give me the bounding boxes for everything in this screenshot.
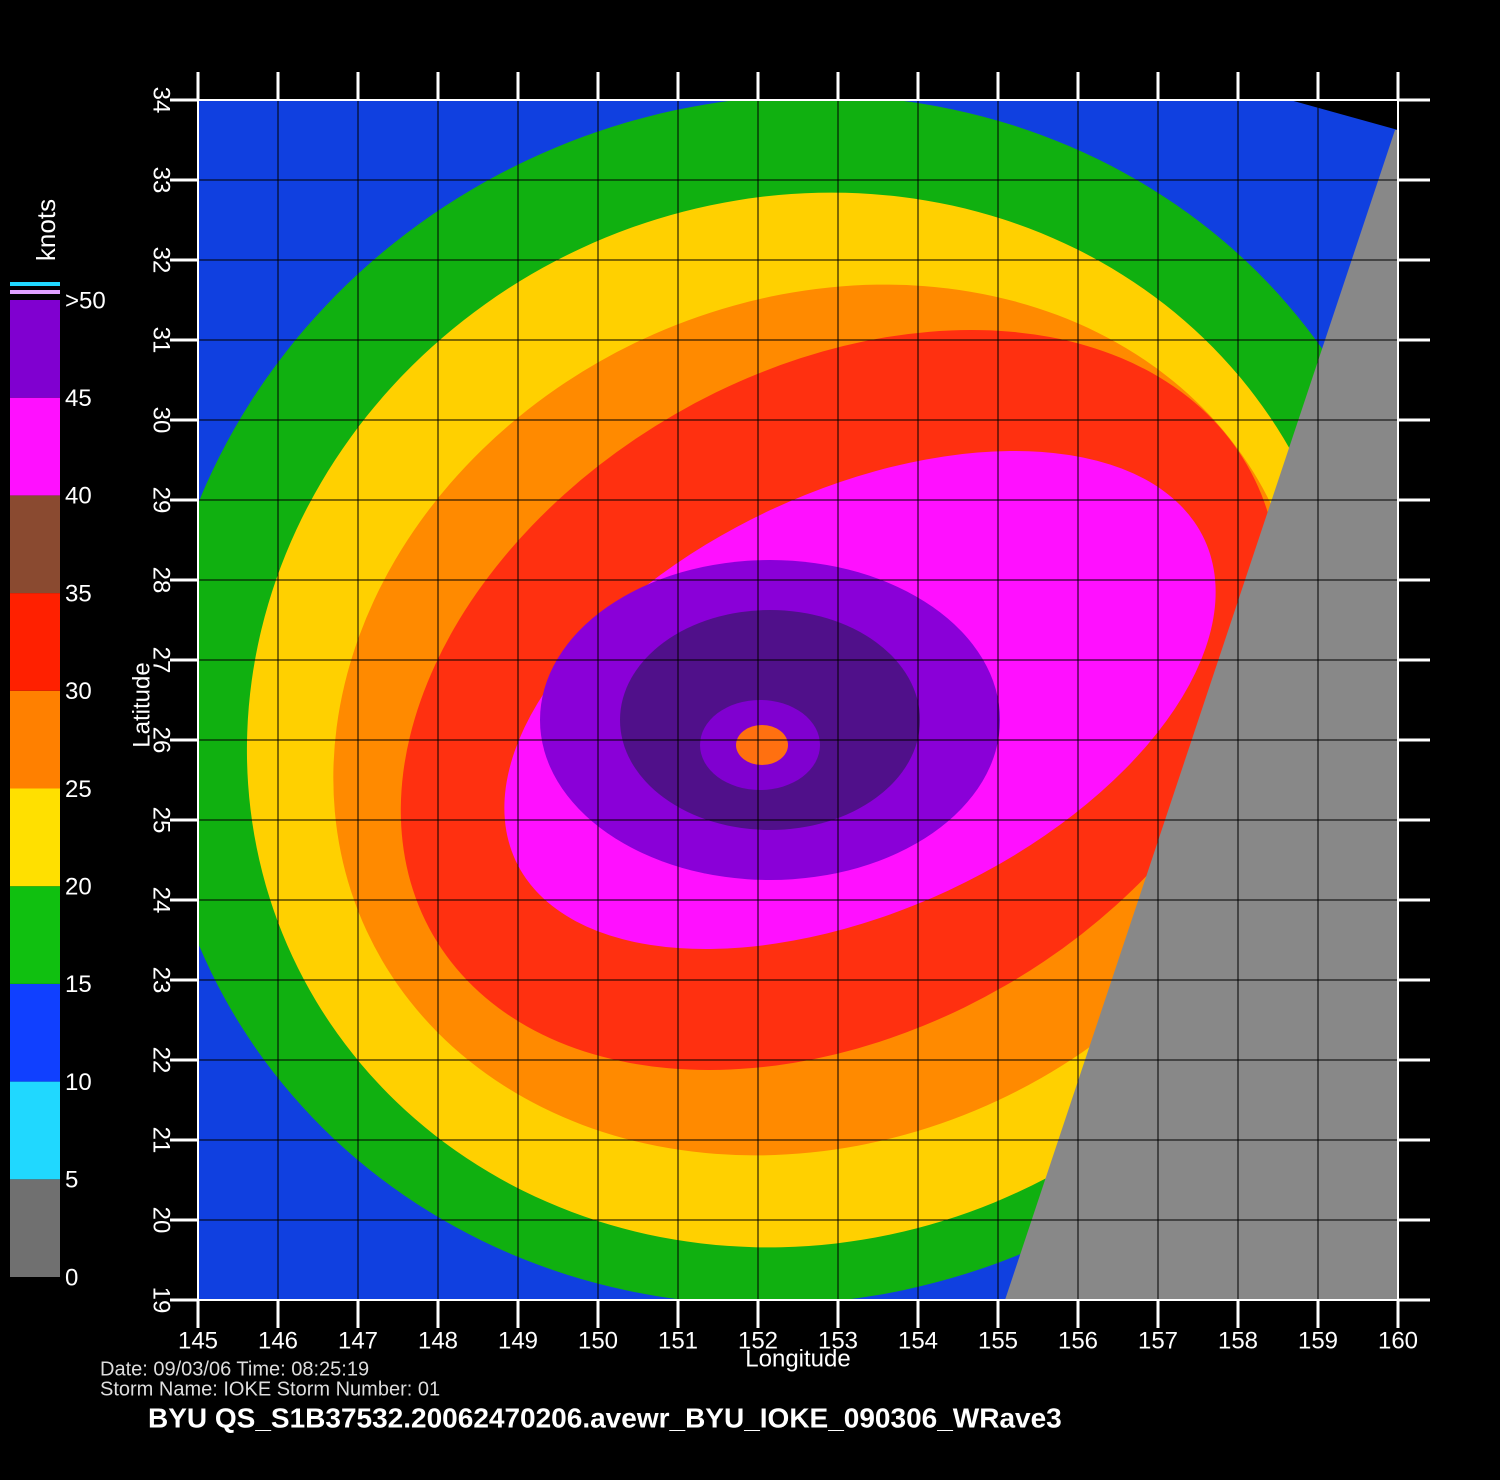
colorbar-segment — [10, 397, 60, 496]
footer-line: Date: 09/03/06 Time: 08:25:19 — [100, 1358, 369, 1380]
x-tick-label: 153 — [818, 1327, 858, 1354]
x-tick-label: 146 — [258, 1327, 298, 1354]
x-tick-label: 148 — [418, 1327, 458, 1354]
colorbar-tick-label: 10 — [65, 1069, 92, 1096]
x-tick-label: 150 — [578, 1327, 618, 1354]
x-tick-label: 160 — [1378, 1327, 1418, 1354]
x-tick-label: 156 — [1058, 1327, 1098, 1354]
x-tick-label: 159 — [1298, 1327, 1338, 1354]
x-tick-label: 151 — [658, 1327, 698, 1354]
x-tick-label: 158 — [1218, 1327, 1258, 1354]
colorbar-segment — [10, 983, 60, 1082]
y-tick-label: 28 — [148, 567, 175, 594]
x-tick-label: 155 — [978, 1327, 1018, 1354]
y-tick-label: 23 — [148, 967, 175, 994]
colorbar-segment — [10, 690, 60, 789]
colorbar-segment — [10, 788, 60, 887]
x-tick-label: 145 — [178, 1327, 218, 1354]
colorbar-tick-label: 25 — [65, 776, 92, 803]
axes: 145 146 147 148 149 150 151 152 153 154 155 156 157 1… — [10, 72, 1430, 1354]
colorbar-tick-label: >50 — [65, 287, 106, 314]
y-tick-label: 22 — [148, 1047, 175, 1074]
y-tick-label: 34 — [148, 87, 175, 114]
y-tick-label: 25 — [148, 807, 175, 834]
y-axis-label: Latitude — [128, 662, 155, 747]
y-tick-label: 20 — [148, 1207, 175, 1234]
colorbar-tick-label: 45 — [65, 385, 92, 412]
y-tick-label: 24 — [148, 887, 175, 914]
colorbar-tick-label: 5 — [65, 1167, 78, 1194]
colorbar-segment — [10, 495, 60, 594]
y-tick-label: 29 — [148, 487, 175, 514]
colorbar-segment — [10, 1179, 60, 1277]
x-tick-label: 152 — [738, 1327, 778, 1354]
x-tick-label: 149 — [498, 1327, 538, 1354]
colorbar-tick-label: 20 — [65, 874, 92, 901]
y-tick-label: 31 — [148, 327, 175, 354]
colorbar-label: knots — [31, 199, 61, 261]
y-tick-label: 33 — [148, 167, 175, 194]
x-tick-label: 157 — [1138, 1327, 1178, 1354]
caption: BYU QS_S1B37532.20062470206.avewr_BYU_IO… — [148, 1402, 1062, 1433]
colorbar-cap — [10, 282, 60, 286]
y-tick-label: 21 — [148, 1127, 175, 1154]
x-tick-label: 147 — [338, 1327, 378, 1354]
colorbar-segment — [10, 886, 60, 984]
x-tick-label: 154 — [898, 1327, 938, 1354]
colorbar-segment — [10, 300, 60, 398]
colorbar-tick-label: 30 — [65, 678, 92, 705]
colorbar-segment — [10, 1081, 60, 1180]
y-tick-label: 32 — [148, 247, 175, 274]
colorbar-tick-label: 35 — [65, 580, 92, 607]
y-tick-label: 30 — [148, 407, 175, 434]
colorbar-tick-label: 40 — [65, 483, 92, 510]
colorbar-tick-label: 0 — [65, 1264, 78, 1291]
colorbar-cap — [10, 290, 60, 294]
y-tick-label: 19 — [148, 1287, 175, 1314]
y-tick-label: 26 — [148, 727, 175, 754]
colorbar-tick-label: 15 — [65, 971, 92, 998]
footer-line: Storm Name: IOKE Storm Number: 01 — [100, 1378, 440, 1400]
x-axis-label: Longitude — [745, 1345, 850, 1372]
colorbar-segment — [10, 593, 60, 691]
y-tick-label: 27 — [148, 647, 175, 674]
